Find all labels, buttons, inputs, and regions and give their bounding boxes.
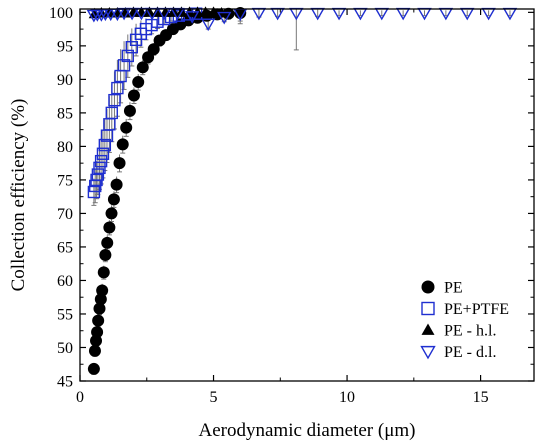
pe-ptfe-point (117, 59, 131, 72)
pe-point (101, 236, 114, 249)
pe-h-l-point (127, 6, 140, 17)
pe-point (99, 248, 112, 261)
x-tick-label: 10 (339, 389, 355, 406)
pe-point (107, 193, 120, 206)
y-tick-label: 95 (57, 38, 73, 55)
pe-point (92, 314, 105, 327)
y-tick-label: 45 (57, 374, 73, 391)
pe-point (103, 221, 116, 234)
x-tick-label: 0 (76, 389, 84, 406)
error-bars (91, 9, 513, 375)
pe-point (97, 266, 110, 279)
legend-label-pe: PE (444, 280, 463, 297)
y-tick-label: 70 (57, 206, 73, 223)
y-tick-label: 75 (57, 172, 73, 189)
pe-d-l-point (217, 11, 232, 25)
pe-ptfe-point (91, 168, 105, 181)
pe-ptfe-point (111, 81, 124, 95)
pe-point (147, 43, 160, 56)
x-tick-label: 15 (473, 389, 489, 406)
pe-h-l-point (143, 6, 156, 17)
pe-point (123, 104, 136, 117)
pe-point (234, 7, 247, 20)
legend-marker-pe (421, 280, 435, 294)
pe-point (88, 344, 101, 357)
pe-d-l-point (184, 11, 200, 24)
legend-label-pe-d-l: PE - d.l. (444, 344, 496, 361)
pe-ptfe-point (105, 106, 118, 120)
pe-h-l-point (159, 6, 172, 17)
pe-point (127, 89, 140, 102)
y-axis-title: Collection efficiency (%) (8, 99, 29, 292)
legend-marker-pe-h-l (421, 323, 435, 335)
pe-point (90, 334, 103, 347)
y-tick-label: 50 (57, 340, 73, 357)
legend: PE PE+PTFE PE - h.l. PE - d.l. (420, 280, 509, 361)
legend-label-pe-ptfe: PE+PTFE (444, 301, 509, 318)
y-tick-label: 55 (57, 306, 73, 323)
tick-labels: 0 5 10 15 45 50 55 60 65 70 75 80 85 90 95 100 (49, 5, 489, 406)
y-tick-label: 90 (57, 72, 73, 89)
y-tick-label: 80 (57, 139, 73, 156)
pe-point (136, 61, 149, 74)
pe-point (96, 284, 109, 297)
pe-point (116, 138, 129, 151)
y-tick-label: 65 (57, 239, 73, 256)
pe-point (93, 302, 106, 315)
pe-point (110, 178, 123, 191)
pe-ptfe-point (121, 49, 135, 63)
pe-point (113, 157, 126, 170)
plot-frame (79, 8, 535, 382)
pe-point (91, 326, 104, 339)
x-tick-label: 5 (210, 389, 218, 406)
pe-ptfe-point (94, 154, 108, 168)
pe-ptfe-point (125, 41, 139, 54)
y-tick-label: 60 (57, 273, 73, 290)
axis-ticks (79, 9, 534, 382)
pe-ptfe-point (93, 161, 106, 175)
y-tick-label: 85 (57, 105, 73, 122)
pe-point (87, 362, 100, 375)
data-markers (86, 6, 518, 375)
pe-d-l-point (200, 18, 216, 32)
pe-ptfe-point (96, 147, 110, 160)
pe-ptfe-point (98, 138, 112, 152)
pe-point (120, 121, 133, 134)
y-tick-label: 100 (49, 5, 73, 22)
legend-marker-pe-d-l (420, 345, 436, 360)
legend-label-pe-h-l: PE - h.l. (444, 323, 496, 340)
pe-point (132, 76, 145, 89)
pe-point (105, 207, 118, 220)
legend-marker-pe-ptfe (421, 301, 435, 316)
pe-h-l-point (199, 6, 212, 17)
x-axis-title: Aerodynamic diameter (μm) (199, 420, 416, 441)
pe-ptfe-point (108, 93, 121, 107)
